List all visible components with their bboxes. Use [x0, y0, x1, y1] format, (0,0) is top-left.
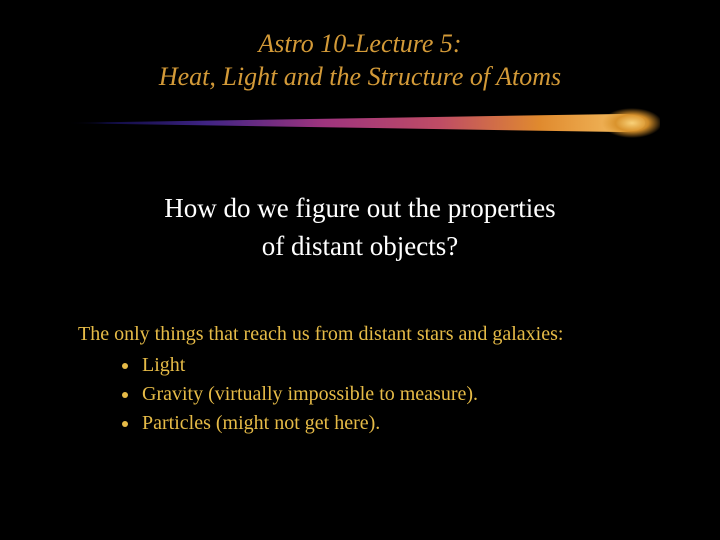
body-lead: The only things that reach us from dista… — [78, 320, 658, 349]
bullet-item: Light — [140, 351, 658, 380]
comet-divider — [60, 108, 660, 138]
body-bullets: Light Gravity (virtually impossible to m… — [140, 351, 658, 438]
bullet-item: Particles (might not get here). — [140, 409, 658, 438]
question-line-1: How do we figure out the properties — [0, 190, 720, 228]
question-line-2: of distant objects? — [0, 228, 720, 266]
slide: Astro 10-Lecture 5: Heat, Light and the … — [0, 0, 720, 540]
bullet-item: Gravity (virtually impossible to measure… — [140, 380, 658, 409]
body-text: The only things that reach us from dista… — [78, 320, 658, 438]
slide-title: Astro 10-Lecture 5: Heat, Light and the … — [0, 0, 720, 93]
title-line-1: Astro 10-Lecture 5: — [0, 28, 720, 61]
title-line-2: Heat, Light and the Structure of Atoms — [0, 61, 720, 94]
main-question: How do we figure out the properties of d… — [0, 190, 720, 266]
